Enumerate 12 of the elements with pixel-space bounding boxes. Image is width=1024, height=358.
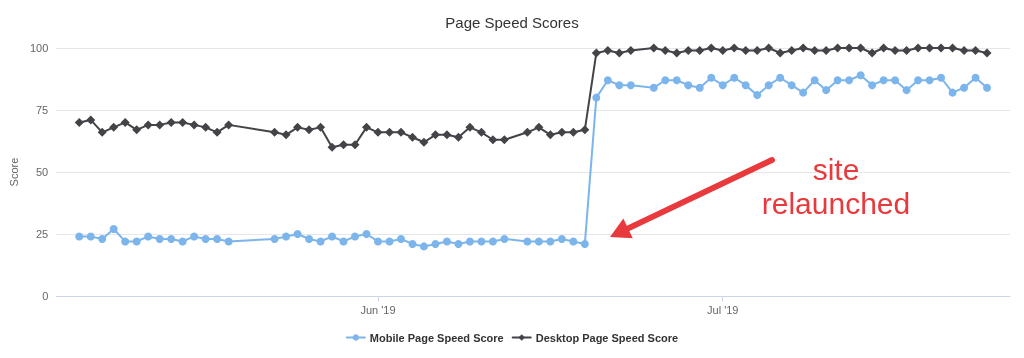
y-axis-title: Score	[7, 157, 20, 187]
y-tick-label: 100	[29, 42, 49, 54]
y-tick-label: 0	[42, 290, 49, 302]
legend-label: Mobile Page Speed Score	[369, 331, 504, 344]
annotation: site relaunched	[761, 153, 911, 220]
y-tick-label: 75	[36, 104, 49, 116]
legend-label: Desktop Page Speed Score	[535, 331, 679, 344]
x-tick-label: Jun '19	[360, 303, 396, 316]
y-tick-label: 25	[36, 228, 49, 240]
x-tick-label: Jul '19	[707, 303, 739, 316]
y-tick-label: 50	[36, 166, 49, 178]
chart-title: Page Speed Scores	[445, 14, 579, 31]
